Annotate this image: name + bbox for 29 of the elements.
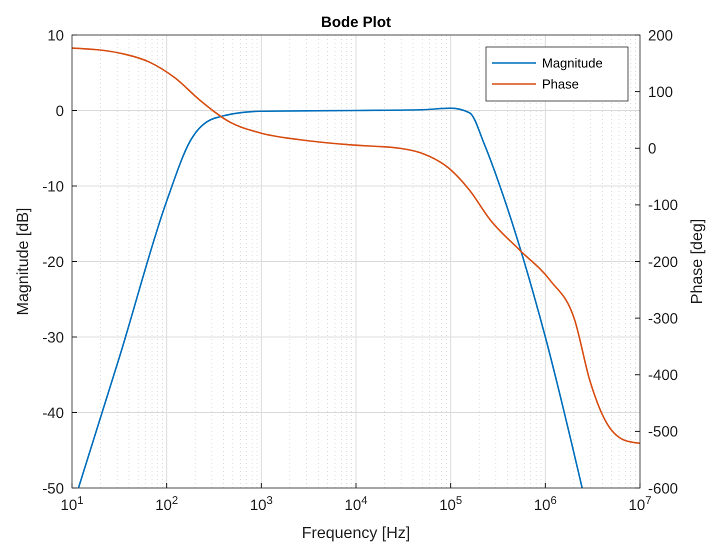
x-axis-title: Frequency [Hz] (302, 525, 410, 542)
x-tick-label: 10$^{1}$ (60, 495, 84, 514)
legend-label: Phase (542, 76, 579, 92)
x-tick-label: 10$^{2}$ (155, 495, 178, 514)
y-tick-label: -30 (42, 329, 64, 346)
y2-tick-label: -100 (648, 197, 678, 214)
y2-tick-label: -400 (648, 367, 678, 384)
x-tick-label: 10$^{5}$ (439, 495, 462, 514)
y-tick-label: -40 (42, 404, 64, 422)
y-tick-label: -50 (42, 480, 64, 498)
y-tick-label: -10 (42, 178, 64, 196)
y-tick-label: 0 (56, 102, 64, 120)
x-tick-label: 10$^{4}$ (344, 495, 368, 514)
x-tick-label: 10$^{6}$ (534, 495, 557, 514)
x-tick-label: 10$^{3}$ (250, 495, 273, 514)
legend-label: Magnitude (542, 56, 603, 71)
y2-tick-label: 0 (648, 140, 656, 158)
y2-axis-title: Phase [deg] (689, 218, 706, 304)
y-tick-label: 10 (47, 27, 64, 44)
y2-tick-label: 200 (648, 27, 674, 44)
y2-tick-label: -500 (648, 424, 678, 441)
y2-tick-label: -600 (648, 480, 678, 498)
x-tick-label: 10$^{7}$ (628, 495, 652, 514)
chart-title: Bode Plot (321, 14, 391, 31)
y-tick-label: -20 (42, 254, 64, 271)
y2-tick-label: -300 (648, 310, 678, 328)
y2-tick-label: -200 (648, 254, 678, 271)
y-axis-title: Magnitude [dB] (15, 208, 32, 316)
y2-tick-label: 100 (648, 84, 674, 101)
